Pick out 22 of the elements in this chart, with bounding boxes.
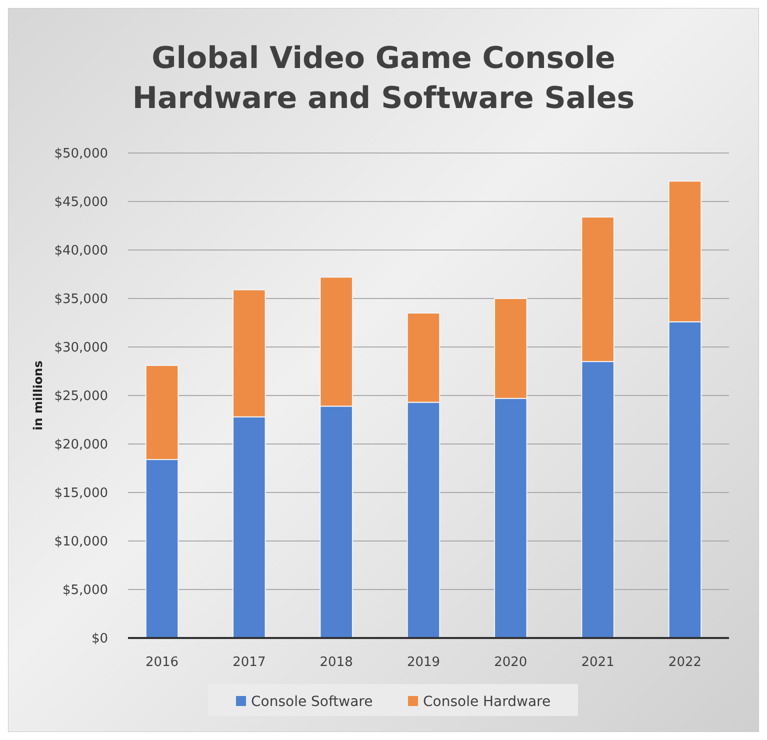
- legend-label: Console Hardware: [423, 694, 551, 710]
- text: Console Software: [251, 694, 373, 710]
- y-axis-title: in millions: [31, 360, 45, 430]
- y-tick-label: $40,000: [54, 244, 108, 259]
- y-tick-label: $5,000: [62, 583, 108, 598]
- x-tick-label: 2019: [406, 655, 440, 670]
- y-tick-label: $20,000: [54, 438, 108, 453]
- x-tick-label: 2017: [232, 655, 266, 670]
- x-tick-label: 2022: [668, 655, 702, 670]
- x-tick-label: 2020: [494, 655, 528, 670]
- x-tick-label: 2016: [145, 655, 179, 670]
- y-tick-label: $45,000: [54, 195, 108, 210]
- y-tick-label: $25,000: [54, 389, 108, 404]
- y-tick-label: $35,000: [54, 292, 108, 308]
- x-tick-label: 2018: [320, 655, 353, 670]
- x-tick-label: 2021: [581, 655, 614, 670]
- y-tick-label: $15,000: [54, 486, 108, 502]
- y-tick-label: $50,000: [54, 146, 108, 162]
- y-tick-label: $10,000: [54, 534, 108, 550]
- y-tick-label: $30,000: [54, 340, 108, 356]
- y-tick-label: $0: [91, 632, 108, 647]
- chart-title: Global Video Game Console Hardware and Software Sales: [132, 41, 635, 116]
